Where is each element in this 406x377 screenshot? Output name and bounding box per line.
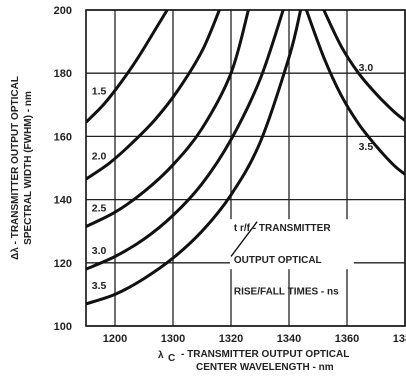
x-axis-title-line2: CENTER WAVELENGTH - nm (196, 362, 334, 373)
y-axis-title-line1: Δλ - TRANSMITTER OUTPUT OPTICAL (10, 76, 21, 260)
x-tick-label: 1380 (393, 333, 406, 345)
annotation-arrow (230, 221, 258, 257)
y-tick-label: 120 (54, 258, 72, 270)
y-tick-label: 200 (54, 5, 72, 17)
series-line (86, 10, 285, 271)
y-tick-label: 140 (54, 195, 72, 207)
annotation-bg (229, 219, 354, 270)
series-line (322, 10, 405, 122)
x-tick-label: 1200 (103, 333, 127, 345)
x-tick-label: 1320 (219, 333, 243, 345)
curve-label: 3.5 (359, 141, 374, 153)
series-line (86, 10, 169, 124)
annotation-text: OUTPUT OPTICAL (234, 255, 322, 266)
x-tick-label: 1300 (161, 333, 185, 345)
y-axis-title-line2: SPECTRAL WIDTH (FWHM) - nm (23, 91, 34, 245)
x-axis-symbol: λ (158, 350, 164, 361)
curve-label: 3.0 (92, 245, 107, 257)
x-axis-symbol-subscript: C (168, 353, 175, 364)
plot-frame (85, 9, 406, 327)
series-line (86, 10, 221, 181)
x-tick-label: 1360 (335, 333, 359, 345)
curve-label: 2.0 (92, 150, 107, 162)
y-tick-label: 180 (54, 68, 72, 80)
curve-label: 3.5 (92, 280, 107, 292)
y-tick-label: 100 (54, 321, 72, 333)
annotation-text: t r/f - TRANSMITTER (234, 223, 331, 234)
series-line (86, 10, 303, 306)
curve-label: 1.5 (92, 86, 107, 98)
y-tick-label: 160 (54, 131, 72, 143)
series-line (304, 10, 405, 176)
series-line (86, 10, 250, 228)
curve-label: 3.0 (359, 62, 374, 74)
x-tick-label: 1340 (277, 333, 301, 345)
x-axis-title-line1: - TRANSMITTER OUTPUT OPTICAL (181, 349, 349, 360)
annotation-text: RISE/FALL TIMES - ns (234, 286, 339, 297)
curve-label: 2.5 (92, 203, 107, 215)
